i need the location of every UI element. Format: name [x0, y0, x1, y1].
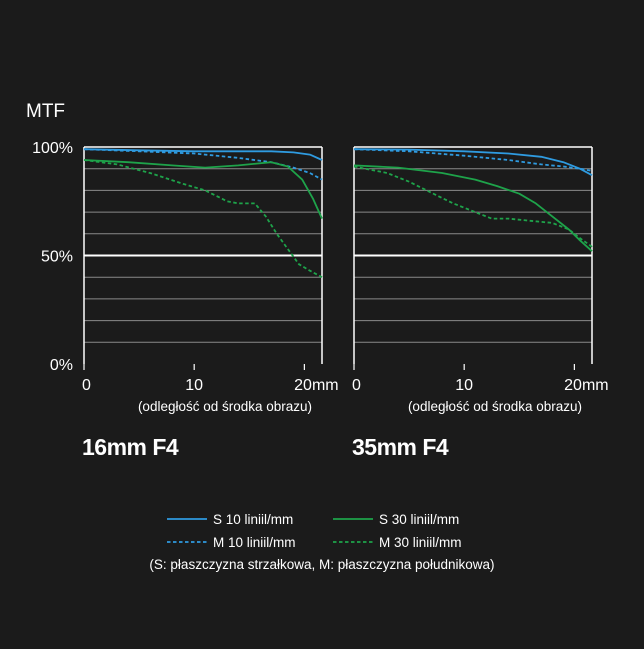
chart-panel-35mm: 0 10 20mm (odległość od środka obrazu) — [352, 146, 609, 414]
series-line-m-30-liniil-mm — [353, 165, 593, 248]
chart-panel-16mm: 0 10 20mm (odległość od środka obrazu) — [82, 146, 339, 414]
x-axis-label: (odległość od środka obrazu) — [408, 399, 582, 414]
x-tick-label: 10 — [185, 377, 203, 394]
y-axis-title: MTF — [26, 101, 65, 122]
y-tick-label: 100% — [32, 140, 73, 157]
x-tick-label: 0 — [82, 377, 91, 394]
x-tick-label: 10 — [455, 377, 473, 394]
chart-caption-16mm: 16mm F4 — [82, 434, 179, 460]
x-tick-label: 0 — [352, 377, 361, 394]
series-line-m-30-liniil-mm — [83, 159, 323, 278]
x-tick-label: 20mm — [294, 377, 338, 394]
y-tick-label: 0% — [50, 357, 73, 374]
legend-label: M 10 liniil/mm — [213, 535, 296, 550]
x-tick-label: 20mm — [564, 377, 608, 394]
series-line-s-30-liniil-mm — [83, 159, 323, 219]
series-line-m-10-liniil-mm — [353, 148, 593, 172]
legend-label: M 30 liniil/mm — [379, 535, 462, 550]
series-line-s-10-liniil-mm — [83, 148, 323, 161]
legend-label: S 10 liniil/mm — [213, 512, 293, 527]
legend-label: S 30 liniil/mm — [379, 512, 459, 527]
chart-caption-35mm: 35mm F4 — [352, 434, 449, 460]
series-line-s-10-liniil-mm — [353, 148, 593, 176]
legend-note: (S: płaszczyzna strzałkowa, M: płaszczyz… — [149, 557, 494, 572]
y-tick-label: 50% — [41, 249, 73, 266]
y-tick-labels: 100% 50% 0% — [32, 140, 73, 374]
x-axis-label: (odległość od środka obrazu) — [138, 399, 312, 414]
legend: S 10 liniil/mm S 30 liniil/mm M 10 liniil/… — [167, 512, 462, 550]
series-line-s-30-liniil-mm — [353, 164, 593, 252]
series-line-m-10-liniil-mm — [83, 148, 323, 181]
